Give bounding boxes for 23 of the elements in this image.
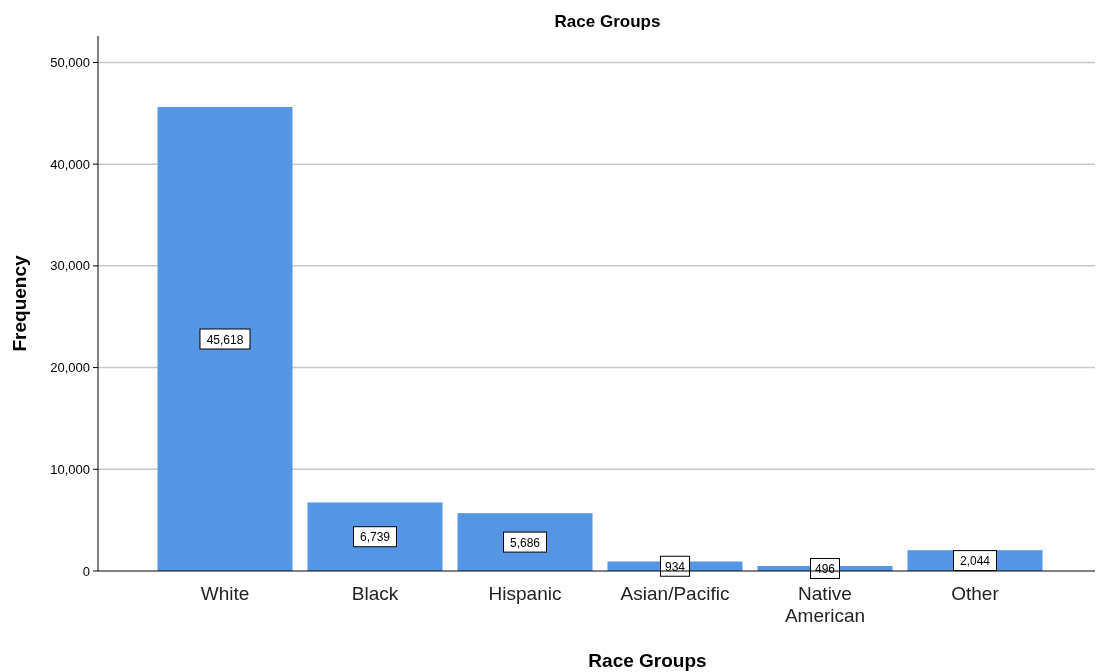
y-tick-label: 40,000 bbox=[50, 156, 90, 172]
data-label: 2,044 bbox=[959, 554, 991, 569]
bar bbox=[307, 502, 443, 571]
data-label: 934 bbox=[664, 559, 686, 574]
y-tick-label: 10,000 bbox=[50, 461, 90, 477]
x-tick-label: White bbox=[200, 583, 250, 604]
x-tick-label: Asian/Pacific bbox=[620, 583, 730, 604]
chart-title: Race Groups bbox=[554, 12, 661, 31]
y-tick-label: 50,000 bbox=[50, 54, 90, 70]
data-label: 5,686 bbox=[509, 535, 541, 550]
x-tick-label: Native American bbox=[784, 583, 866, 626]
x-tick-label: Black bbox=[351, 583, 399, 604]
x-tick-label: Other bbox=[951, 583, 1000, 604]
bar bbox=[157, 107, 293, 571]
y-tick-label: 20,000 bbox=[50, 360, 90, 376]
y-tick-label: 30,000 bbox=[50, 258, 90, 274]
data-label: 496 bbox=[814, 561, 836, 576]
y-axis-title: Frequency bbox=[9, 255, 30, 352]
y-tick-label: 0 bbox=[82, 563, 90, 579]
x-tick-label: Hispanic bbox=[488, 583, 562, 604]
x-axis-title: Race Groups bbox=[588, 650, 707, 671]
data-label: 45,618 bbox=[206, 332, 244, 347]
data-label: 6,739 bbox=[359, 530, 391, 545]
